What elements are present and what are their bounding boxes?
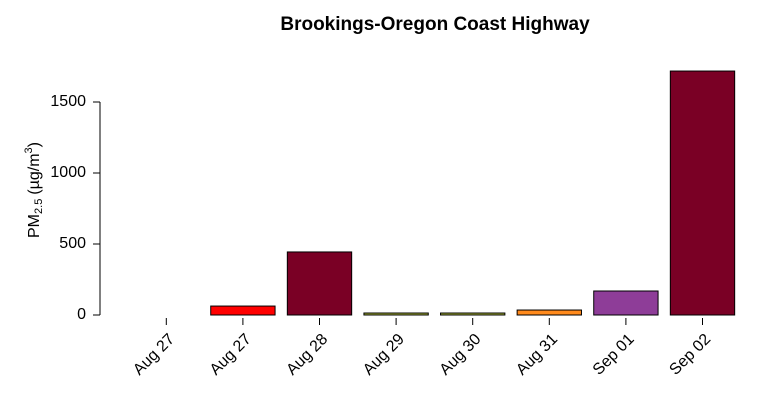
x-tick-label: Aug 31 [513,331,561,379]
y-label-sub: 2.5 [33,199,45,214]
x-tick-label: Aug 28 [283,331,331,379]
bar [593,290,659,316]
y-tick-label: 0 [77,306,86,323]
y-label-unit: (µg/m [26,153,43,194]
x-tick-label: Sep 01 [590,331,638,379]
chart-title: Brookings-Oregon Coast Highway [280,14,590,35]
bar [210,305,276,316]
x-tick-label: Aug 27 [207,331,255,379]
y-label-main: PM [26,214,43,238]
bar [363,312,429,316]
x-tick-label: Aug 27 [130,331,178,379]
bar [286,251,353,316]
y-axis-label: PM2.5 (µg/m3) [23,142,45,238]
x-tick-label: Sep 02 [666,331,714,379]
y-tick-label: 1500 [50,93,86,110]
x-tick-label: Aug 29 [360,331,408,379]
x-tick-label: Aug 30 [437,331,485,379]
bar [516,309,582,316]
y-tick-label: 1000 [50,164,86,181]
y-tick-label: 500 [59,235,86,252]
y-label-sup: 3 [23,147,35,153]
bar [669,70,736,316]
y-label-close: ) [26,142,43,147]
bar [440,312,506,316]
